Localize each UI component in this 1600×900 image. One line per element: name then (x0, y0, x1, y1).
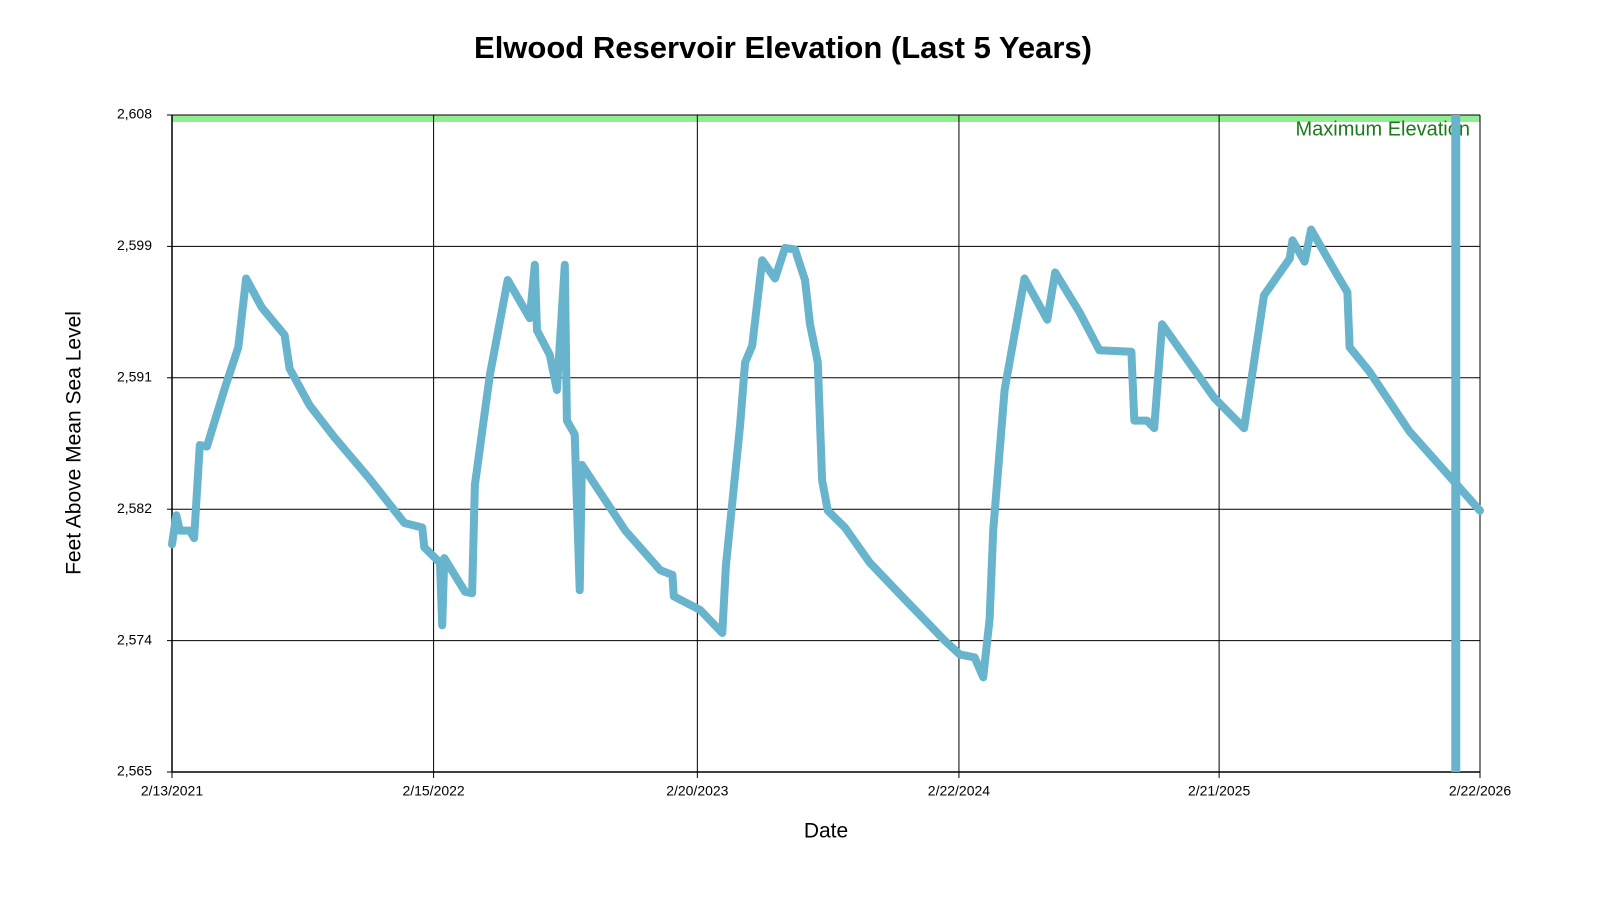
y-tick-label: 2,599 (117, 237, 152, 253)
series-line (168, 225, 1484, 682)
max-elevation-label: Maximum Elevation (1295, 118, 1470, 140)
y-axis-label: Feet Above Mean Sea Level (63, 311, 86, 575)
x-tick-label: 2/15/2022 (402, 783, 464, 799)
chart-title: Elwood Reservoir Elevation (Last 5 Years… (474, 30, 1092, 65)
y-tick-label: 2,565 (117, 763, 152, 779)
x-tick-label: 2/22/2026 (1449, 783, 1511, 799)
max-elevation-band (172, 115, 1480, 122)
x-tick-label: 2/21/2025 (1188, 783, 1250, 799)
y-tick-label: 2,608 (117, 106, 152, 122)
y-tick-label: 2,574 (117, 631, 152, 647)
y-tick-label: 2,582 (117, 500, 152, 516)
x-tick-label: 2/20/2023 (666, 783, 728, 799)
x-tick-label: 2/13/2021 (141, 783, 203, 799)
y-tick-label: 2,591 (117, 369, 152, 385)
x-tick-label: 2/22/2024 (928, 783, 990, 799)
x-axis-label: Date (804, 820, 848, 843)
